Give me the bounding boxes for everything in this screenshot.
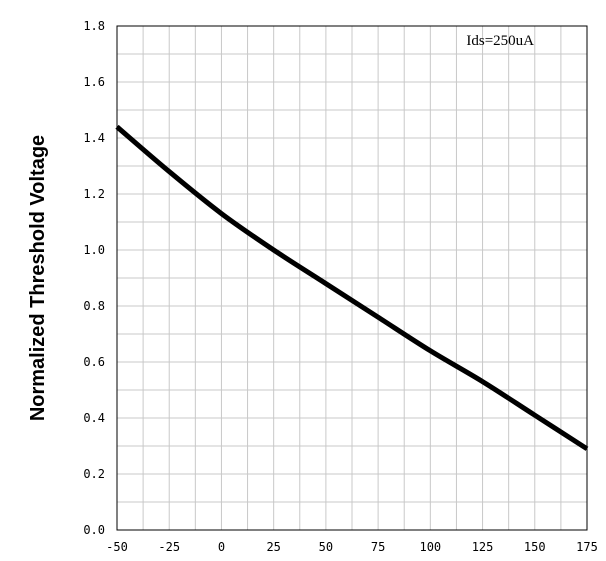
y-axis-ticks: 0.0 0.2 0.4 0.6 0.8 1.0 1.2 1.4 1.6 1.8	[83, 19, 105, 537]
x-tick-label: 50	[319, 540, 333, 554]
x-tick-label: 0	[218, 540, 225, 554]
y-tick-label: 1.0	[83, 243, 105, 257]
series-line	[115, 124, 589, 451]
annotation-ids: Ids=250uA	[466, 33, 534, 49]
x-tick-label: -25	[158, 540, 180, 554]
x-tick-label: 150	[524, 540, 546, 554]
x-axis-ticks: -50 -25 0 25 50 75 100 125 150 175	[106, 540, 598, 554]
x-tick-label: -50	[106, 540, 128, 554]
y-tick-label: 1.2	[83, 187, 105, 201]
x-tick-label: 175	[576, 540, 598, 554]
x-tick-label: 75	[371, 540, 385, 554]
x-tick-label: 25	[266, 540, 280, 554]
y-tick-label: 0.0	[83, 523, 105, 537]
x-tick-label: 100	[419, 540, 441, 554]
y-tick-label: 0.6	[83, 355, 105, 369]
y-tick-label: 0.8	[83, 299, 105, 313]
y-axis-label: Normalized Threshold Voltage	[27, 135, 49, 421]
y-tick-label: 0.4	[83, 411, 105, 425]
y-tick-label: 1.6	[83, 75, 105, 89]
x-tick-label: 125	[472, 540, 494, 554]
series-layer	[115, 124, 589, 451]
y-tick-label: 1.8	[83, 19, 105, 33]
y-tick-label: 0.2	[83, 467, 105, 481]
grid	[116, 25, 588, 531]
y-tick-label: 1.4	[83, 131, 105, 145]
plot-frame	[116, 25, 588, 531]
